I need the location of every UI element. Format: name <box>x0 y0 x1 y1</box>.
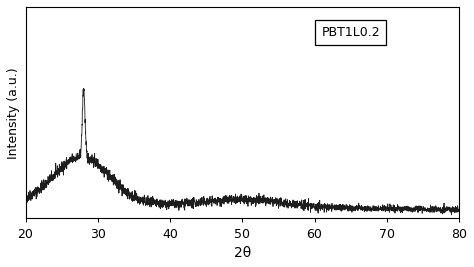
X-axis label: 2θ: 2θ <box>234 246 251 260</box>
Y-axis label: Intensity (a.u.): Intensity (a.u.) <box>7 67 20 159</box>
Text: PBT1L0.2: PBT1L0.2 <box>321 26 380 39</box>
